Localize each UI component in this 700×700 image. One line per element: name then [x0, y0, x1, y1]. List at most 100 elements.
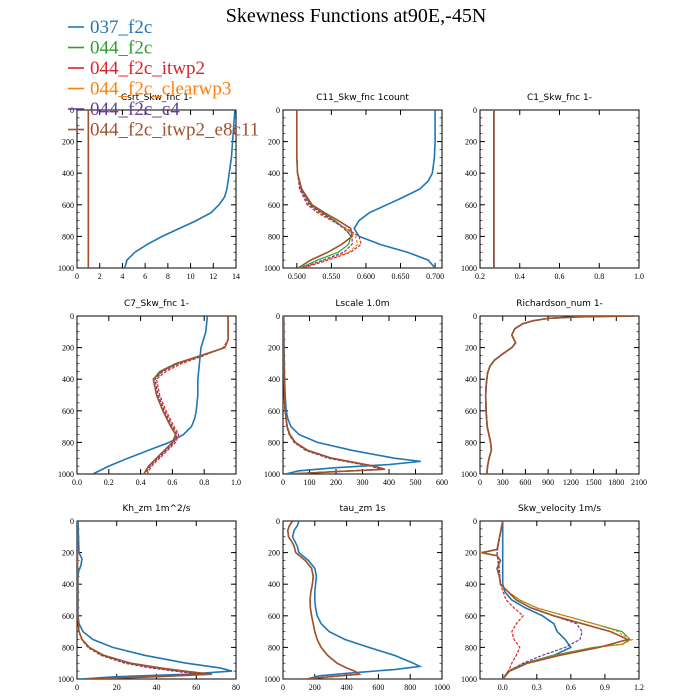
series-line-044_f2c_clearwp3 — [283, 316, 383, 474]
series-line-044_f2c — [485, 316, 636, 474]
x-tick-label: 2100 — [631, 478, 647, 487]
y-tick-label: 600 — [62, 407, 74, 416]
x-tick-label: 0.0 — [72, 478, 82, 487]
y-tick-label: 200 — [62, 138, 74, 147]
panel-1: Csrt_Skw_fnc 1- 0 2 4 6 8 10 12 14 0 200 400 600 800 1… — [58, 93, 240, 281]
x-tick-label: 0.6 — [167, 478, 177, 487]
x-tick-label: 1500 — [586, 478, 602, 487]
x-tick-label: 20 — [113, 683, 121, 692]
series-line-044_f2c_itwp2 — [287, 521, 362, 679]
panel-title: C11_Skw_fnc 1count — [316, 93, 409, 103]
plot-frame — [479, 315, 640, 475]
series-line-044_f2c_itwp2_e8c11 — [296, 110, 354, 268]
series-line-044_f2c_c4 — [77, 521, 203, 679]
panel-title: Kh_zm 1m^2/s — [123, 504, 191, 514]
x-tick-label: 300 — [497, 478, 509, 487]
series-line-044_f2c_itwp2_e8c11 — [286, 521, 362, 679]
legend-label: 037_f2c — [90, 17, 152, 38]
series-line-037_f2c — [291, 521, 423, 679]
legend-label: 044_f2c — [90, 38, 152, 59]
x-tick-label: 0 — [75, 272, 79, 281]
y-tick-label: 800 — [62, 643, 74, 652]
series-line-037_f2c — [123, 110, 236, 268]
panel-3: C1_Skw_fnc 1- 0.2 0.4 0.6 0.8 1.0 0 200 400 600 80… — [461, 93, 644, 281]
y-tick-label: 400 — [465, 375, 477, 384]
plot-frame — [282, 520, 443, 680]
x-tick-label: 500 — [410, 478, 422, 487]
y-tick-label: 200 — [465, 138, 477, 147]
x-tick-label: 200 — [330, 478, 342, 487]
x-tick-label: 0.8 — [594, 272, 604, 281]
series-line-044_f2c_c4 — [144, 316, 229, 474]
series-line-044_f2c_itwp2 — [77, 521, 201, 679]
series-line-044_f2c_c4 — [496, 521, 583, 679]
y-tick-label: 200 — [62, 344, 74, 353]
series-line-044_f2c — [287, 521, 362, 679]
x-tick-label: 12 — [209, 272, 217, 281]
x-tick-label: 400 — [383, 478, 395, 487]
x-tick-label: 0.650 — [392, 272, 410, 281]
y-tick-label: 800 — [465, 438, 477, 447]
x-tick-label: 8 — [166, 272, 170, 281]
panel-title: Skw_velocity 1m/s — [518, 504, 601, 514]
y-tick-label: 400 — [62, 375, 74, 384]
y-tick-label: 1000 — [264, 470, 280, 479]
y-tick-label: 600 — [465, 612, 477, 621]
x-tick-label: 10 — [187, 272, 195, 281]
x-tick-label: 1.0 — [231, 478, 241, 487]
series-line-044_f2c_clearwp3 — [287, 521, 362, 679]
series-line-044_f2c_c4 — [296, 110, 353, 268]
panel-title: tau_zm 1s — [339, 504, 385, 514]
x-tick-label: 600 — [436, 478, 448, 487]
y-tick-label: 800 — [268, 643, 280, 652]
x-tick-label: 600 — [519, 478, 531, 487]
y-tick-label: 400 — [268, 169, 280, 178]
series-line-037_f2c — [77, 521, 233, 679]
x-tick-label: 0 — [281, 683, 285, 692]
series-line-044_f2c_c4 — [485, 316, 636, 474]
panel-4: C7_Skw_fnc 1- 0.0 0.2 0.4 0.6 0.8 1.0 0 200 400 60… — [58, 299, 241, 487]
x-tick-label: 0.9 — [600, 683, 610, 692]
y-tick-label: 1000 — [58, 264, 74, 273]
x-tick-label: 14 — [232, 272, 240, 281]
x-tick-label: 0.6 — [566, 683, 576, 692]
series-line-044_f2c_clearwp3 — [77, 521, 205, 679]
y-tick-label: 200 — [465, 344, 477, 353]
series-line-044_f2c_itwp2_e8c11 — [143, 316, 229, 474]
y-tick-label: 0 — [473, 106, 477, 115]
series-line-044_f2c_clearwp3 — [485, 316, 636, 474]
y-tick-label: 1000 — [58, 675, 74, 684]
x-tick-label: 0 — [478, 478, 482, 487]
y-tick-label: 600 — [465, 201, 477, 210]
y-tick-label: 600 — [465, 407, 477, 416]
series-line-037_f2c — [484, 316, 636, 474]
y-tick-label: 1000 — [461, 675, 477, 684]
x-tick-label: 100 — [304, 478, 316, 487]
x-tick-label: 0.2 — [475, 272, 485, 281]
y-tick-label: 200 — [268, 344, 280, 353]
y-tick-label: 1000 — [461, 470, 477, 479]
x-tick-label: 1.2 — [634, 683, 644, 692]
y-tick-label: 600 — [268, 407, 280, 416]
y-tick-label: 0 — [276, 517, 280, 526]
x-tick-label: 900 — [542, 478, 554, 487]
series-line-044_f2c_clearwp3 — [144, 316, 229, 474]
x-tick-label: 0.4 — [136, 478, 146, 487]
x-tick-label: 1800 — [608, 478, 624, 487]
y-tick-label: 400 — [62, 580, 74, 589]
series-line-044_f2c_c4 — [287, 521, 362, 679]
series-line-037_f2c — [353, 110, 436, 268]
series-line-037_f2c — [283, 316, 421, 474]
series-line-044_f2c_itwp2 — [496, 521, 525, 679]
x-tick-label: 2 — [98, 272, 102, 281]
x-tick-label: 0.8 — [199, 478, 209, 487]
series-line-037_f2c — [92, 316, 209, 474]
x-tick-label: 0.600 — [357, 272, 375, 281]
y-tick-label: 0 — [473, 517, 477, 526]
panel-6: Richardson_num 1- 0 300 600 900 1200 1500 1800 2… — [461, 299, 647, 487]
x-tick-label: 0.550 — [322, 272, 340, 281]
y-tick-label: 800 — [62, 438, 74, 447]
panel-title: C1_Skw_fnc 1- — [527, 93, 592, 103]
figure-title: Skewness Functions at90E,-45N — [226, 5, 487, 27]
